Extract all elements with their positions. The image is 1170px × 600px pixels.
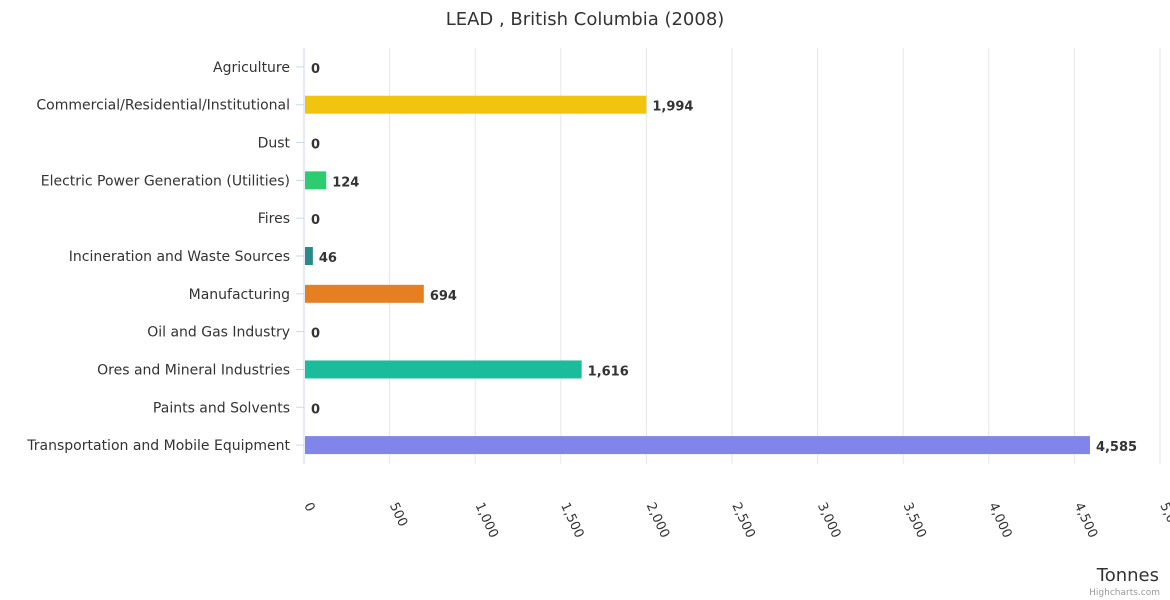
tick-label: 5,000 (1156, 500, 1170, 540)
tick-labels: 0 500 1,000 1,500 2,000 2,500 3,000 3,500 4,000 4… (300, 500, 1170, 540)
category-label: Ores and Mineral Industries (97, 362, 290, 378)
tick-label: 0 (300, 500, 317, 514)
data-label: 0 (311, 402, 320, 417)
bar[interactable] (305, 171, 327, 190)
gridlines (303, 48, 1161, 464)
data-label: 0 (311, 62, 320, 77)
data-label: 1,994 (652, 100, 693, 115)
data-label: 1,616 (588, 364, 629, 379)
data-label: 4,585 (1096, 440, 1137, 455)
bar[interactable] (305, 360, 582, 379)
bar[interactable] (305, 95, 647, 114)
tick-label: 2,000 (643, 500, 672, 540)
tick-label: 1,000 (472, 500, 501, 540)
category-label: Agriculture (213, 60, 290, 76)
data-label: 46 (319, 251, 337, 266)
tick-label: 2,500 (728, 500, 757, 540)
tick-label: 3,000 (814, 500, 843, 540)
tick-label: 3,500 (900, 500, 929, 540)
category-label: Manufacturing (189, 287, 290, 303)
axis-title: Tonnes (1096, 565, 1159, 586)
category-label: Fires (258, 211, 290, 227)
category-label: Commercial/Residential/Institutional (36, 98, 290, 114)
data-label: 0 (311, 213, 320, 228)
bar[interactable] (305, 247, 313, 265)
data-label: 0 (311, 327, 320, 342)
tick-label: 500 (386, 500, 410, 529)
data-label: 694 (430, 289, 457, 304)
category-label: Incineration and Waste Sources (69, 249, 290, 265)
bar[interactable] (305, 284, 424, 303)
data-label: 124 (332, 175, 359, 190)
category-labels: Agriculture Commercial/Residential/Instit… (26, 60, 304, 454)
data-label: 0 (311, 138, 320, 153)
category-label: Paints and Solvents (153, 400, 290, 416)
tick-label: 1,500 (557, 500, 586, 540)
category-label: Transportation and Mobile Equipment (26, 438, 290, 454)
chart-title: LEAD , British Columbia (2008) (446, 9, 725, 30)
bars: 0 1,994 0 124 0 46 694 0 1,616 0 4,585 (305, 62, 1137, 455)
credits[interactable]: Highcharts.com (1089, 588, 1160, 598)
tick-label: 4,000 (985, 500, 1014, 540)
tick-label: 4,500 (1071, 500, 1100, 540)
category-label: Electric Power Generation (Utilities) (41, 173, 290, 189)
category-label: Dust (258, 136, 291, 152)
bar[interactable] (305, 436, 1090, 455)
category-label: Oil and Gas Industry (147, 325, 290, 341)
